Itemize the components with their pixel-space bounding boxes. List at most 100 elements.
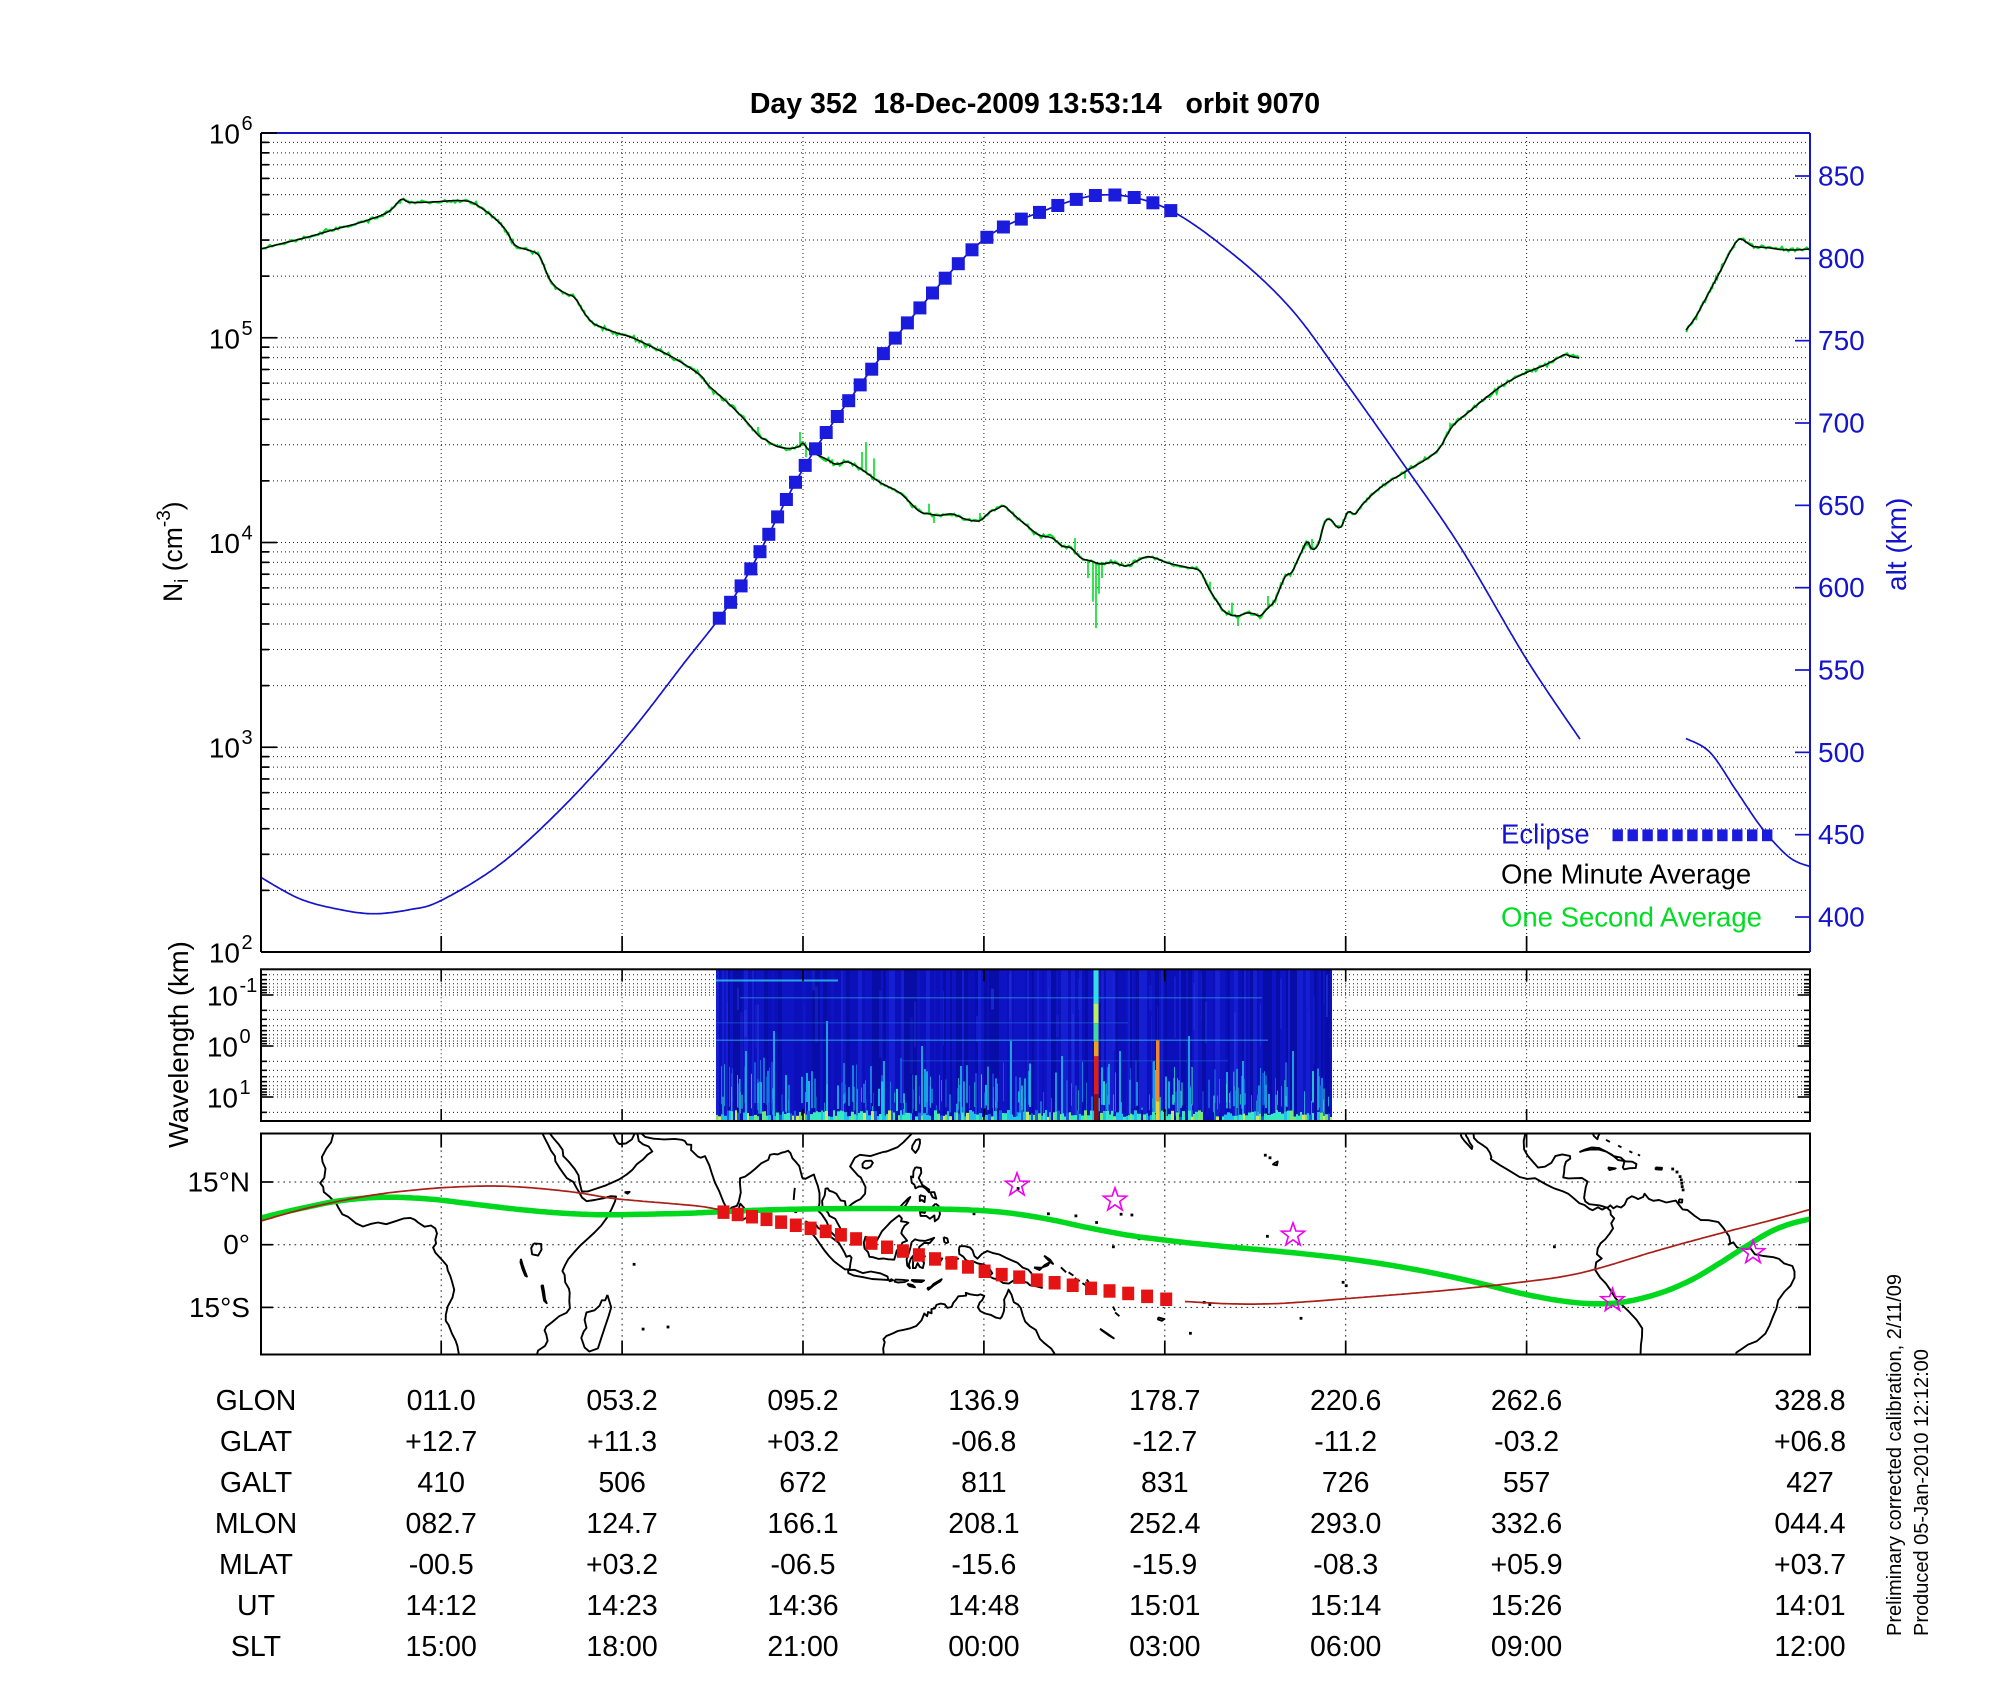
svg-text:GALT: GALT — [220, 1467, 292, 1499]
svg-text:550: 550 — [1818, 655, 1865, 686]
svg-text:672: 672 — [779, 1467, 827, 1499]
svg-text:15:26: 15:26 — [1491, 1590, 1562, 1622]
svg-text:0°: 0° — [223, 1229, 250, 1260]
svg-text:One Minute Average: One Minute Average — [1501, 859, 1751, 890]
svg-text:252.4: 252.4 — [1129, 1508, 1200, 1540]
svg-text:095.2: 095.2 — [767, 1385, 838, 1417]
svg-text:SLT: SLT — [231, 1631, 281, 1663]
svg-text:750: 750 — [1818, 325, 1865, 356]
svg-text:06:00: 06:00 — [1310, 1631, 1381, 1663]
svg-text:500: 500 — [1818, 737, 1865, 768]
svg-text:293.0: 293.0 — [1310, 1508, 1381, 1540]
svg-text:178.7: 178.7 — [1129, 1385, 1200, 1417]
svg-text:-15.6: -15.6 — [951, 1549, 1016, 1581]
svg-text:15:14: 15:14 — [1310, 1590, 1381, 1622]
svg-text:831: 831 — [1141, 1467, 1189, 1499]
svg-text:Ni (cm-3): Ni (cm-3) — [154, 501, 193, 602]
svg-text:14:48: 14:48 — [948, 1590, 1019, 1622]
svg-text:10: 10 — [207, 1083, 238, 1114]
svg-text:+06.8: +06.8 — [1774, 1426, 1846, 1458]
svg-text:557: 557 — [1503, 1467, 1551, 1499]
svg-text:-11.2: -11.2 — [1314, 1426, 1377, 1458]
svg-text:450: 450 — [1818, 819, 1865, 850]
svg-text:12:00: 12:00 — [1774, 1631, 1845, 1663]
svg-text:15°N: 15°N — [187, 1167, 250, 1198]
svg-text:+03.7: +03.7 — [1774, 1549, 1846, 1581]
svg-text:Day 352 18-Dec-2009 13:53:14: Day 352 18-Dec-2009 13:53:14 orbit 9070 — [750, 88, 1320, 120]
svg-text:6: 6 — [242, 113, 253, 135]
svg-text:Eclipse: Eclipse — [1501, 819, 1590, 850]
svg-text:-03.2: -03.2 — [1494, 1426, 1559, 1458]
svg-text:00:00: 00:00 — [948, 1631, 1019, 1663]
svg-text:09:00: 09:00 — [1491, 1631, 1562, 1663]
svg-text:One Second Average: One Second Average — [1501, 902, 1762, 933]
svg-text:10: 10 — [207, 1032, 238, 1063]
svg-text:262.6: 262.6 — [1491, 1385, 1562, 1417]
svg-text:811: 811 — [961, 1467, 1006, 1499]
svg-text:14:12: 14:12 — [406, 1590, 477, 1622]
svg-text:14:01: 14:01 — [1774, 1590, 1845, 1622]
svg-text:+05.9: +05.9 — [1491, 1549, 1563, 1581]
svg-text:10: 10 — [209, 528, 240, 559]
svg-text:14:23: 14:23 — [586, 1590, 657, 1622]
svg-text:10: 10 — [209, 323, 240, 354]
svg-text:10: 10 — [207, 981, 238, 1012]
svg-text:alt (km): alt (km) — [1881, 498, 1912, 591]
svg-text:044.4: 044.4 — [1774, 1508, 1845, 1540]
svg-text:MLON: MLON — [215, 1508, 297, 1540]
svg-text:208.1: 208.1 — [948, 1508, 1019, 1540]
svg-text:332.6: 332.6 — [1491, 1508, 1562, 1540]
svg-text:-06.5: -06.5 — [771, 1549, 836, 1581]
svg-text:10: 10 — [209, 733, 240, 764]
svg-text:GLAT: GLAT — [220, 1426, 292, 1458]
svg-text:053.2: 053.2 — [586, 1385, 657, 1417]
svg-text:-00.5: -00.5 — [409, 1549, 474, 1581]
svg-text:4: 4 — [242, 523, 253, 545]
svg-text:15:01: 15:01 — [1129, 1590, 1200, 1622]
svg-text:850: 850 — [1818, 161, 1865, 192]
svg-text:427: 427 — [1786, 1467, 1834, 1499]
svg-text:-15.9: -15.9 — [1132, 1549, 1197, 1581]
svg-text:506: 506 — [598, 1467, 646, 1499]
svg-text:726: 726 — [1322, 1467, 1370, 1499]
svg-text:MLAT: MLAT — [219, 1549, 293, 1581]
svg-text:220.6: 220.6 — [1310, 1385, 1381, 1417]
svg-text:15°S: 15°S — [189, 1292, 250, 1323]
svg-text:5: 5 — [242, 318, 253, 340]
svg-text:+11.3: +11.3 — [587, 1426, 657, 1458]
svg-text:21:00: 21:00 — [767, 1631, 838, 1663]
svg-text:10: 10 — [209, 119, 240, 150]
svg-text:18:00: 18:00 — [586, 1631, 657, 1663]
svg-text:650: 650 — [1818, 490, 1865, 521]
svg-text:410: 410 — [417, 1467, 465, 1499]
svg-text:+03.2: +03.2 — [767, 1426, 839, 1458]
svg-text:2: 2 — [242, 932, 253, 954]
svg-text:700: 700 — [1818, 408, 1865, 439]
svg-text:136.9: 136.9 — [948, 1385, 1019, 1417]
svg-text:166.1: 166.1 — [767, 1508, 838, 1540]
svg-text:0: 0 — [240, 1026, 251, 1048]
svg-text:Produced 05-Jan-2010 12:12:00: Produced 05-Jan-2010 12:12:00 — [1911, 1349, 1933, 1636]
svg-text:-06.8: -06.8 — [951, 1426, 1016, 1458]
svg-text:+03.2: +03.2 — [586, 1549, 658, 1581]
svg-text:600: 600 — [1818, 572, 1865, 603]
svg-text:Wavelength (km): Wavelength (km) — [163, 941, 194, 1148]
svg-text:800: 800 — [1818, 243, 1865, 274]
svg-text:10: 10 — [209, 938, 240, 969]
svg-text:GLON: GLON — [216, 1385, 297, 1417]
svg-text:-1: -1 — [240, 975, 258, 997]
svg-text:3: 3 — [242, 727, 253, 749]
svg-text:011.0: 011.0 — [407, 1385, 476, 1417]
svg-text:15:00: 15:00 — [406, 1631, 477, 1663]
svg-text:Preliminary corrected calibrat: Preliminary corrected calibration, 2/11/… — [1884, 1274, 1906, 1636]
svg-text:UT: UT — [237, 1590, 275, 1622]
svg-text:-12.7: -12.7 — [1132, 1426, 1197, 1458]
svg-text:+12.7: +12.7 — [405, 1426, 477, 1458]
svg-text:082.7: 082.7 — [406, 1508, 477, 1540]
svg-text:328.8: 328.8 — [1774, 1385, 1845, 1417]
svg-text:400: 400 — [1818, 902, 1865, 933]
svg-text:124.7: 124.7 — [586, 1508, 657, 1540]
svg-text:-08.3: -08.3 — [1313, 1549, 1378, 1581]
svg-text:14:36: 14:36 — [767, 1590, 838, 1622]
svg-text:03:00: 03:00 — [1129, 1631, 1200, 1663]
